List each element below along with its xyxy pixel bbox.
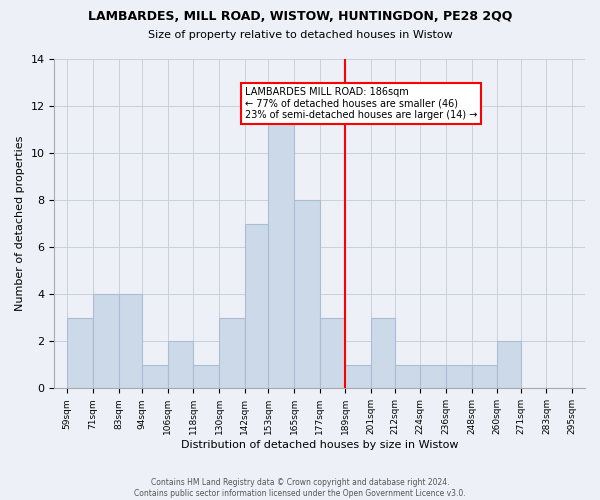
Text: LAMBARDES, MILL ROAD, WISTOW, HUNTINGDON, PE28 2QQ: LAMBARDES, MILL ROAD, WISTOW, HUNTINGDON… [88, 10, 512, 23]
Bar [320, 318, 346, 388]
Bar [168, 342, 193, 388]
Bar [67, 318, 93, 388]
Bar [497, 342, 521, 388]
Bar [193, 365, 219, 388]
X-axis label: Distribution of detached houses by size in Wistow: Distribution of detached houses by size … [181, 440, 458, 450]
Text: Contains HM Land Registry data © Crown copyright and database right 2024.
Contai: Contains HM Land Registry data © Crown c… [134, 478, 466, 498]
Bar [142, 365, 168, 388]
Text: LAMBARDES MILL ROAD: 186sqm
← 77% of detached houses are smaller (46)
23% of sem: LAMBARDES MILL ROAD: 186sqm ← 77% of det… [245, 87, 477, 120]
Bar [346, 365, 371, 388]
Y-axis label: Number of detached properties: Number of detached properties [15, 136, 25, 312]
Bar [446, 365, 472, 388]
Bar [93, 294, 119, 388]
Bar [245, 224, 268, 388]
Bar [420, 365, 446, 388]
Text: Size of property relative to detached houses in Wistow: Size of property relative to detached ho… [148, 30, 452, 40]
Bar [219, 318, 245, 388]
Bar [294, 200, 320, 388]
Bar [371, 318, 395, 388]
Bar [472, 365, 497, 388]
Bar [268, 106, 294, 389]
Bar [119, 294, 142, 388]
Bar [395, 365, 420, 388]
